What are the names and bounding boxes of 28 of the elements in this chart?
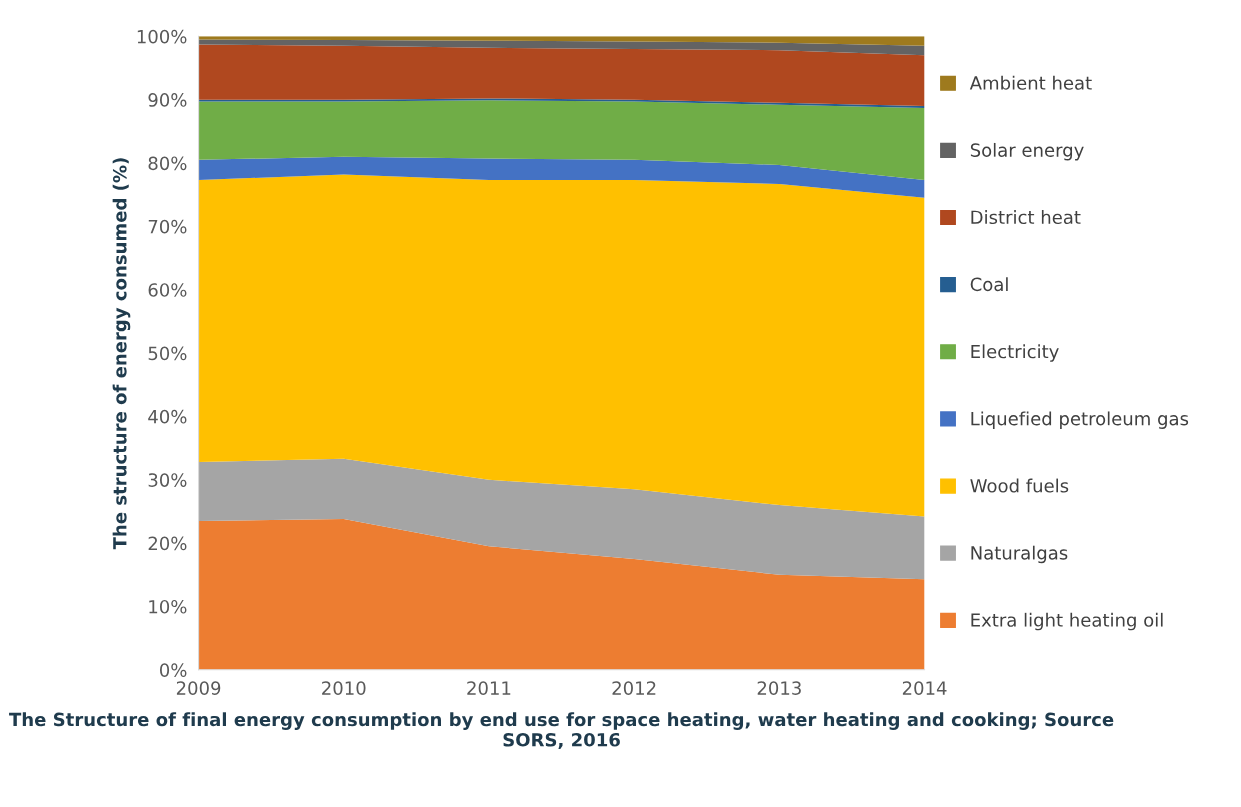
y-tick-label: 10% [149, 599, 187, 614]
x-tick-label: 2014 [902, 681, 947, 695]
y-tick-label: 40% [148, 409, 187, 424]
y-tick-label: 30% [148, 473, 187, 487]
legend-label: Solar energy [970, 142, 1084, 161]
y-axis-title: The structure of energy consumed (%) [112, 158, 131, 550]
legend-label: Electricity [971, 344, 1059, 362]
x-tick-label: 2012 [612, 681, 656, 695]
legend-label: Naturalgas [971, 545, 1068, 564]
y-tick-label: 50% [148, 346, 187, 361]
legend-label: Wood fuels [970, 478, 1069, 493]
y-tick-label: 60% [148, 283, 187, 297]
y-tick-label: 100% [137, 29, 187, 44]
legend-label: Coal [970, 277, 1008, 292]
y-tick-label: 70% [148, 219, 187, 234]
y-tick-label: 20% [148, 536, 187, 551]
x-axis-title: The Structure of final energy consumption by end use for space heating, water heating and cooking; Source SORS, 2016 [9, 712, 1114, 749]
legend-label: Liquefied petroleum gas [971, 411, 1189, 429]
y-tick-label: 0% [160, 663, 187, 677]
x-tick-label: 2010 [322, 681, 366, 695]
x-tick-label: 2009 [176, 681, 221, 695]
legend-label: District heat [971, 210, 1081, 225]
x-tick-label: 2013 [757, 681, 801, 695]
y-tick-label: 80% [148, 156, 187, 171]
y-tick-label: 90% [148, 93, 187, 107]
x-tick-label: 2011 [467, 681, 511, 695]
legend-label: Extra light heating oil [971, 612, 1163, 631]
legend-label: Ambient heat [969, 75, 1092, 90]
